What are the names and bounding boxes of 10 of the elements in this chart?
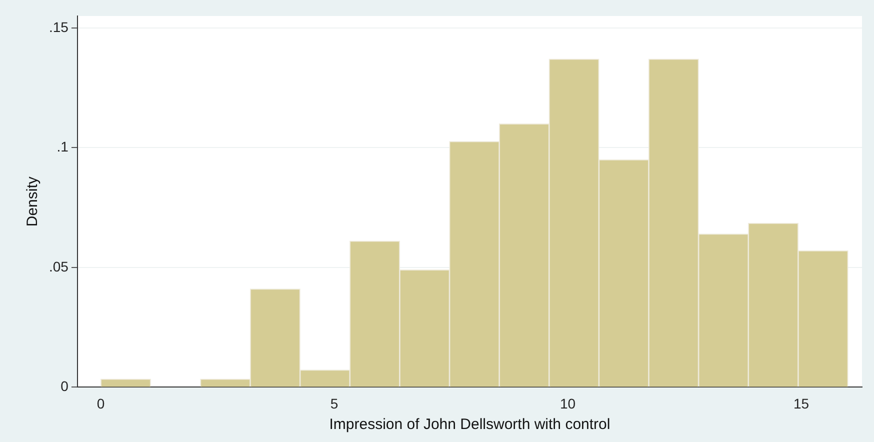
y-tick-label: .1 <box>56 138 69 155</box>
x-tick-label: 5 <box>330 395 338 412</box>
y-tick-label: 0 <box>60 378 69 394</box>
y-axis-title: Density <box>24 176 42 227</box>
x-tick-label: 10 <box>560 395 576 412</box>
y-tick-label: .15 <box>48 18 69 35</box>
x-tick-label: 0 <box>96 395 105 412</box>
x-axis-title: Impression of John Dellsworth with control <box>329 416 610 434</box>
y-tick-label: .05 <box>48 258 69 274</box>
x-tick-label: 15 <box>794 395 810 412</box>
